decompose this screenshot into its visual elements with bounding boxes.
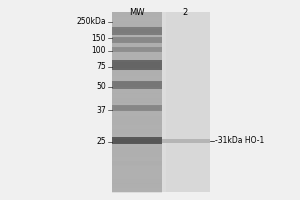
Bar bbox=[112, 93, 162, 98]
Bar bbox=[112, 30, 162, 35]
Bar bbox=[112, 25, 162, 30]
Text: 250kDa: 250kDa bbox=[76, 17, 106, 26]
Bar bbox=[112, 120, 162, 125]
Bar bbox=[112, 81, 162, 89]
Bar bbox=[112, 138, 162, 143]
Bar bbox=[112, 62, 162, 66]
Bar bbox=[112, 134, 162, 138]
Bar bbox=[112, 44, 162, 48]
Bar bbox=[112, 47, 162, 52]
Bar bbox=[112, 116, 162, 120]
Bar bbox=[112, 137, 162, 144]
Bar bbox=[112, 111, 162, 116]
Bar bbox=[112, 152, 162, 156]
Bar bbox=[162, 12, 166, 192]
Bar bbox=[112, 21, 162, 26]
Bar bbox=[112, 170, 162, 174]
Bar bbox=[114, 48, 160, 51]
Bar bbox=[112, 160, 162, 166]
Bar bbox=[112, 174, 162, 179]
Bar bbox=[112, 52, 162, 58]
Bar bbox=[112, 60, 162, 70]
Bar bbox=[112, 84, 162, 89]
Bar bbox=[114, 62, 160, 68]
Bar bbox=[112, 129, 162, 134]
Bar bbox=[114, 29, 160, 33]
Bar bbox=[112, 79, 162, 84]
Bar bbox=[114, 38, 160, 42]
Bar bbox=[112, 98, 162, 102]
Bar bbox=[112, 27, 162, 34]
Text: 37: 37 bbox=[96, 106, 106, 115]
Bar bbox=[112, 34, 162, 40]
Bar bbox=[112, 188, 162, 192]
Bar bbox=[162, 12, 210, 192]
Text: 150: 150 bbox=[92, 34, 106, 43]
Bar bbox=[112, 17, 162, 21]
Bar bbox=[112, 102, 162, 107]
Bar bbox=[112, 88, 162, 94]
Bar bbox=[112, 48, 162, 53]
Bar bbox=[112, 39, 162, 44]
Bar bbox=[112, 37, 162, 43]
Bar bbox=[112, 75, 162, 80]
Bar bbox=[112, 124, 162, 130]
Bar bbox=[114, 106, 160, 110]
Bar bbox=[114, 82, 160, 87]
Bar bbox=[112, 71, 162, 75]
Bar bbox=[112, 147, 162, 152]
Text: 100: 100 bbox=[92, 46, 106, 55]
Bar bbox=[112, 105, 162, 111]
Text: 2: 2 bbox=[182, 8, 188, 17]
Bar bbox=[112, 183, 162, 188]
Bar bbox=[112, 142, 162, 148]
Bar bbox=[162, 139, 210, 143]
Bar bbox=[112, 165, 162, 170]
Text: 75: 75 bbox=[96, 62, 106, 71]
Bar bbox=[112, 66, 162, 71]
Bar bbox=[112, 106, 162, 112]
Bar bbox=[112, 178, 162, 184]
Text: -31kDa HO-1: -31kDa HO-1 bbox=[215, 136, 264, 145]
Text: 50: 50 bbox=[96, 82, 106, 91]
Bar bbox=[112, 57, 162, 62]
Bar bbox=[112, 12, 162, 17]
Text: 25: 25 bbox=[96, 137, 106, 146]
Bar bbox=[112, 12, 162, 192]
Text: MW: MW bbox=[129, 8, 145, 17]
Bar bbox=[112, 156, 162, 161]
Bar bbox=[114, 139, 160, 143]
